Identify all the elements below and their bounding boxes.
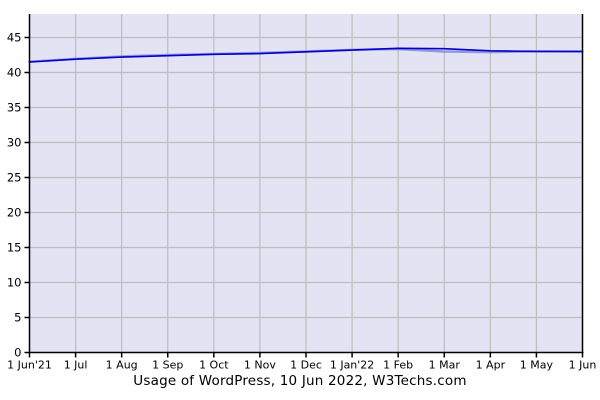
x-tick-label: 1 Jan'22 (330, 359, 374, 372)
y-tick-label: 5 (14, 311, 21, 325)
chart-caption: Usage of WordPress, 10 Jun 2022, W3Techs… (133, 373, 467, 389)
x-tick-label: 1 Nov (244, 359, 276, 372)
y-tick-label: 40 (7, 66, 22, 80)
y-tick-label: 20 (7, 206, 22, 220)
y-tick-label: 25 (7, 171, 22, 185)
x-tick-label: 1 Jun (569, 359, 597, 372)
y-tick-label: 30 (7, 136, 22, 150)
y-tick-label: 0 (14, 346, 21, 360)
x-tick-label: 1 Mar (429, 359, 461, 372)
x-tick-label: 1 Apr (476, 359, 506, 372)
x-tick-label: 1 Jun'21 (7, 359, 52, 372)
x-tick-label: 1 Dec (290, 359, 322, 372)
x-tick-label: 1 Jul (64, 359, 88, 372)
x-tick-label: 1 Oct (199, 359, 229, 372)
y-tick-label: 35 (7, 101, 22, 115)
x-tick-label: 1 Sep (152, 359, 183, 372)
data-line-main (28, 47, 584, 63)
x-tick-label: 1 May (520, 359, 554, 372)
y-tick-label: 10 (7, 276, 22, 290)
y-tick-label: 15 (7, 241, 22, 255)
y-tick-label: 45 (7, 31, 22, 45)
x-tick-label: 1 Aug (106, 359, 138, 372)
x-tick-label: 1 Feb (383, 359, 413, 372)
